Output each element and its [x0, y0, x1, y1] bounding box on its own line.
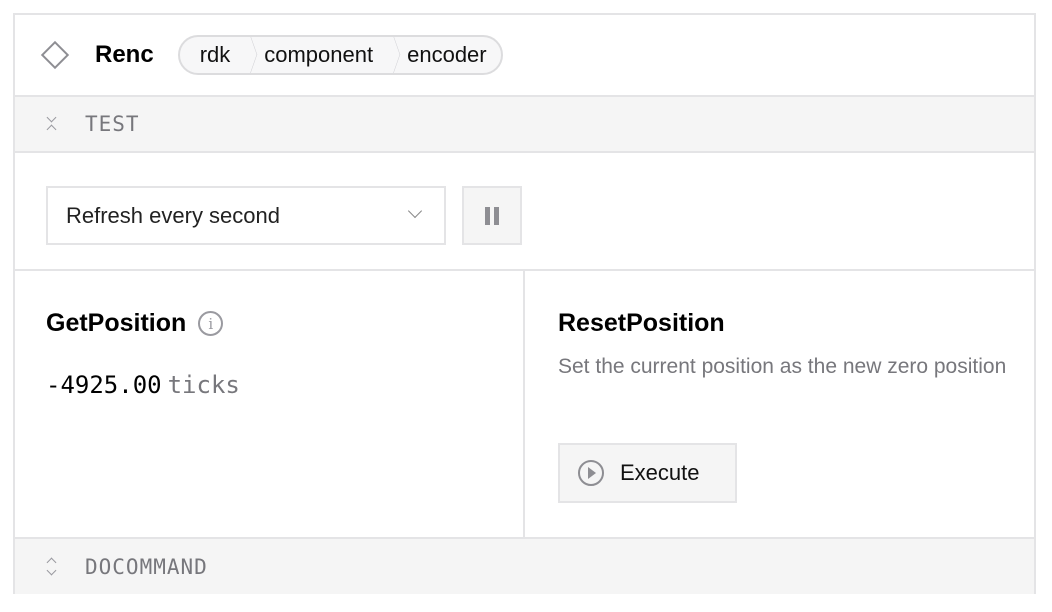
breadcrumb-item: encoder: [387, 37, 501, 73]
position-readout: -4925.00 ticks: [46, 371, 240, 399]
position-value: -4925.00: [46, 371, 162, 399]
breadcrumb: rdk component encoder: [177, 35, 503, 75]
pause-button[interactable]: [462, 186, 522, 245]
reset-position-description: Set the current position as the new zero…: [558, 355, 1007, 378]
refresh-controls: Refresh every second: [15, 153, 1034, 271]
section-label: TEST: [85, 112, 140, 136]
docommand-section-toggle[interactable]: DOCOMMAND: [15, 537, 1034, 594]
pause-icon: [485, 206, 490, 225]
component-title: Renc: [95, 41, 154, 68]
refresh-select[interactable]: Refresh every second: [46, 186, 446, 245]
pause-icon: [494, 206, 499, 225]
encoder-card: Renc rdk component encoder TEST Refresh …: [13, 13, 1036, 594]
collapse-icon: [45, 112, 59, 135]
position-unit: ticks: [167, 371, 240, 399]
refresh-select-value: Refresh every second: [66, 202, 280, 228]
diamond-icon: [40, 40, 70, 70]
card-header: Renc rdk component encoder: [15, 15, 1034, 97]
info-icon[interactable]: i: [198, 311, 224, 336]
expand-icon: [45, 556, 59, 578]
breadcrumb-item: rdk: [199, 42, 231, 67]
execute-button[interactable]: Execute: [558, 443, 737, 503]
reset-position-title: ResetPosition: [558, 309, 725, 337]
reset-position-panel: ResetPosition Set the current position a…: [527, 271, 1034, 537]
test-section-toggle[interactable]: TEST: [15, 97, 1034, 153]
execute-label: Execute: [620, 460, 700, 485]
section-label: DOCOMMAND: [85, 554, 208, 579]
get-position-label: GetPosition: [46, 309, 187, 337]
get-position-title: GetPosition i: [46, 309, 224, 338]
breadcrumb-item: component: [244, 37, 387, 73]
get-position-panel: GetPosition i -4925.00 ticks: [15, 271, 525, 537]
method-panels: GetPosition i -4925.00 ticks ResetPosition…: [15, 271, 1034, 537]
play-icon: [578, 460, 604, 486]
chevron-down-icon: [407, 203, 423, 219]
